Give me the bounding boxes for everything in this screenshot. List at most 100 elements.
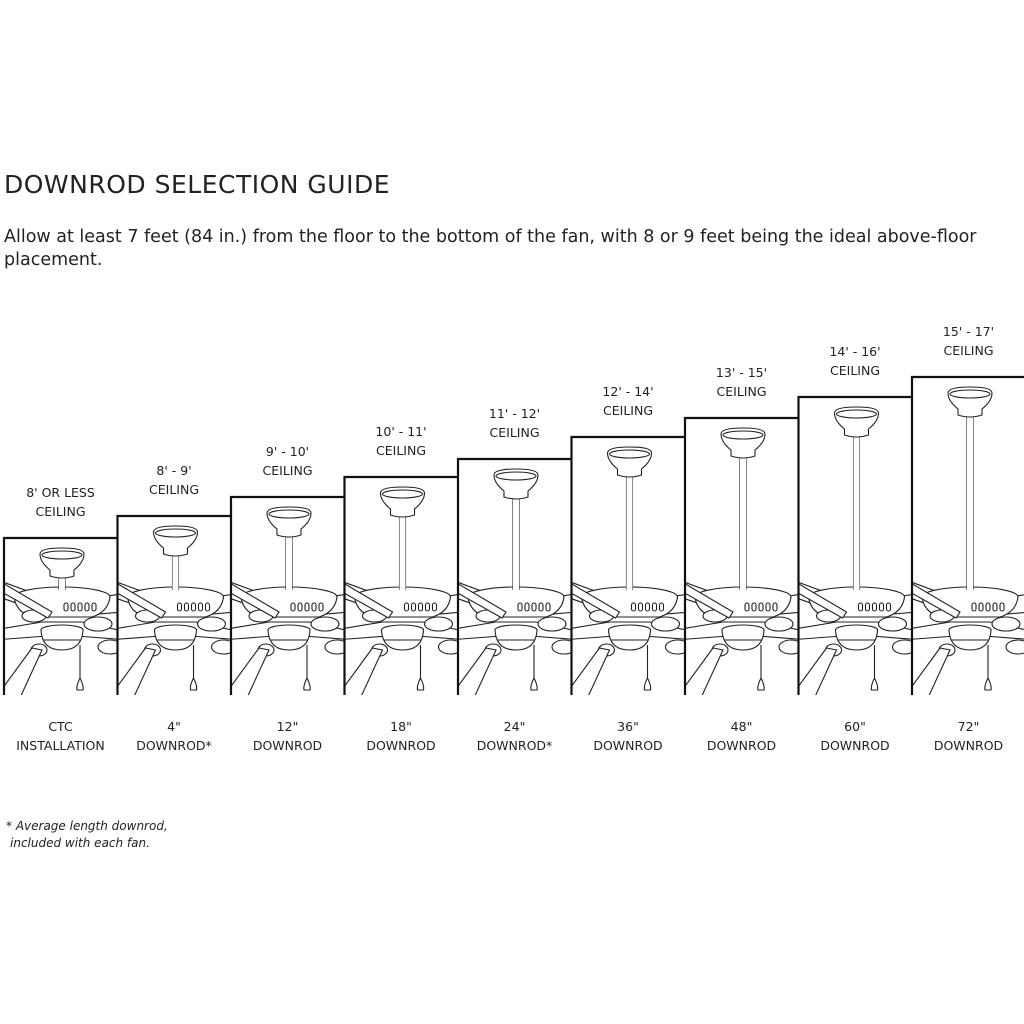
- vent-slot: [290, 602, 296, 612]
- downrod-label: 72" DOWNROD: [912, 717, 1024, 755]
- ceiling-label-line: 14' - 16': [829, 344, 881, 359]
- fan-blade: [798, 583, 848, 619]
- vent-slot: [772, 602, 778, 612]
- ceiling-label-line: 12' - 14': [602, 384, 654, 399]
- downrod-label-line: DOWNROD*: [136, 738, 212, 753]
- ceiling-label-line: CEILING: [943, 343, 994, 358]
- ceiling-label-line: 13' - 15': [715, 365, 768, 380]
- ceiling-fan-illustration: [4, 547, 118, 695]
- downrod-label-line: INSTALLATION: [16, 738, 105, 753]
- ceiling-label-line: 9' - 10': [265, 444, 310, 459]
- downrod-label: 24" DOWNROD*: [458, 717, 571, 755]
- vent-slot: [651, 602, 658, 612]
- ceiling-height-label: 15' - 17' CEILING: [912, 322, 1024, 360]
- vent-slot: [84, 602, 90, 612]
- vent-slot: [758, 602, 764, 612]
- ceiling-label-line: CEILING: [149, 482, 199, 497]
- pull-chain-fob: [189, 676, 198, 691]
- ceiling-label-line: 15' - 17': [942, 324, 995, 339]
- fan-blade: [117, 647, 157, 695]
- fan-blade: [458, 647, 497, 695]
- pull-chain-fob: [757, 676, 765, 691]
- ceiling-height-label: 14' - 16' CEILING: [799, 342, 912, 380]
- fan-blade: [912, 647, 951, 695]
- ceiling-label-line: CEILING: [716, 384, 767, 399]
- blade-iron: [437, 639, 458, 655]
- downrod-label: 48" DOWNROD: [685, 717, 798, 755]
- blade-iron: [537, 616, 567, 632]
- vent-slot: [885, 602, 892, 612]
- fan-blade: [458, 583, 507, 619]
- vent-slot: [857, 602, 864, 612]
- downrod-label-line: 60": [844, 719, 866, 734]
- ceiling-label-line: CEILING: [262, 463, 313, 478]
- vent-slot: [304, 602, 310, 612]
- vent-slot: [70, 602, 76, 612]
- ceiling-height-label: 8' - 9' CEILING: [118, 461, 231, 499]
- ceiling-fan-illustration: [458, 468, 572, 695]
- downrod-label-line: DOWNROD: [706, 738, 777, 753]
- downrod-label-line: 72": [957, 719, 980, 734]
- downrod-label-line: 36": [617, 719, 639, 734]
- downrod-label: CTC INSTALLATION: [4, 717, 117, 755]
- downrod-label: 36" DOWNROD: [572, 717, 685, 755]
- fan-blade: [231, 583, 280, 619]
- fan-blade: [344, 583, 394, 619]
- vent-slot: [985, 602, 991, 612]
- vent-slot: [403, 602, 410, 612]
- vent-slot: [545, 602, 551, 612]
- ceiling-label-line: CEILING: [489, 425, 540, 440]
- vent-slot: [644, 602, 651, 612]
- ceiling-label-line: CEILING: [35, 504, 86, 519]
- fan-blade: [571, 583, 621, 619]
- vent-slot: [531, 602, 537, 612]
- vent-slot: [311, 602, 317, 612]
- fan-blade: [685, 647, 724, 695]
- vent-slot: [63, 602, 69, 612]
- fan-blade: [571, 647, 611, 695]
- downrod-label-line: DOWNROD: [593, 738, 663, 753]
- fan-blade: [4, 583, 53, 619]
- vent-slot: [183, 602, 190, 612]
- vent-slot: [176, 602, 183, 612]
- vent-slot: [878, 602, 885, 612]
- downrod-label-line: DOWNROD: [366, 738, 436, 753]
- downrod-label: 4" DOWNROD*: [118, 717, 231, 755]
- vent-slot: [978, 602, 984, 612]
- ceiling-fan-illustration: [117, 525, 231, 695]
- ceiling-label-line: CEILING: [376, 443, 426, 458]
- pull-chain-fob: [416, 676, 425, 691]
- vent-slot: [524, 602, 530, 612]
- vent-slot: [517, 602, 523, 612]
- fan-blade: [117, 583, 167, 619]
- downrod-label-line: 18": [390, 719, 412, 734]
- blade-iron: [83, 616, 113, 632]
- blade-iron: [423, 616, 454, 632]
- vent-slot: [971, 602, 977, 612]
- downrod-label-line: CTC: [48, 719, 73, 734]
- ceiling-fan-illustration: [571, 446, 685, 695]
- vent-slot: [999, 602, 1005, 612]
- downrod-label-line: DOWNROD*: [476, 738, 553, 753]
- blade-iron: [764, 616, 794, 632]
- ceiling-label-line: CEILING: [603, 403, 653, 418]
- footnote-line-1: * Average length downrod,: [6, 819, 168, 833]
- vent-slot: [197, 602, 204, 612]
- blade-iron: [310, 616, 340, 632]
- vent-slot: [424, 602, 431, 612]
- vent-slot: [630, 602, 637, 612]
- footnote-line-2: included with each fan.: [10, 836, 150, 850]
- downrod-label: 60" DOWNROD: [799, 717, 912, 755]
- pull-chain-fob: [530, 676, 538, 691]
- ceiling-outline: [2, 536, 118, 695]
- vent-slot: [77, 602, 83, 612]
- blade-iron: [324, 639, 345, 655]
- vent-slot: [871, 602, 878, 612]
- pull-chain-fob: [303, 676, 311, 691]
- pull-chain-fob: [870, 676, 879, 691]
- intro-text: Allow at least 7 feet (84 in.) from the …: [4, 227, 977, 270]
- pull-chain-fob: [984, 676, 992, 691]
- vent-slot: [538, 602, 544, 612]
- fan-blade: [798, 647, 838, 695]
